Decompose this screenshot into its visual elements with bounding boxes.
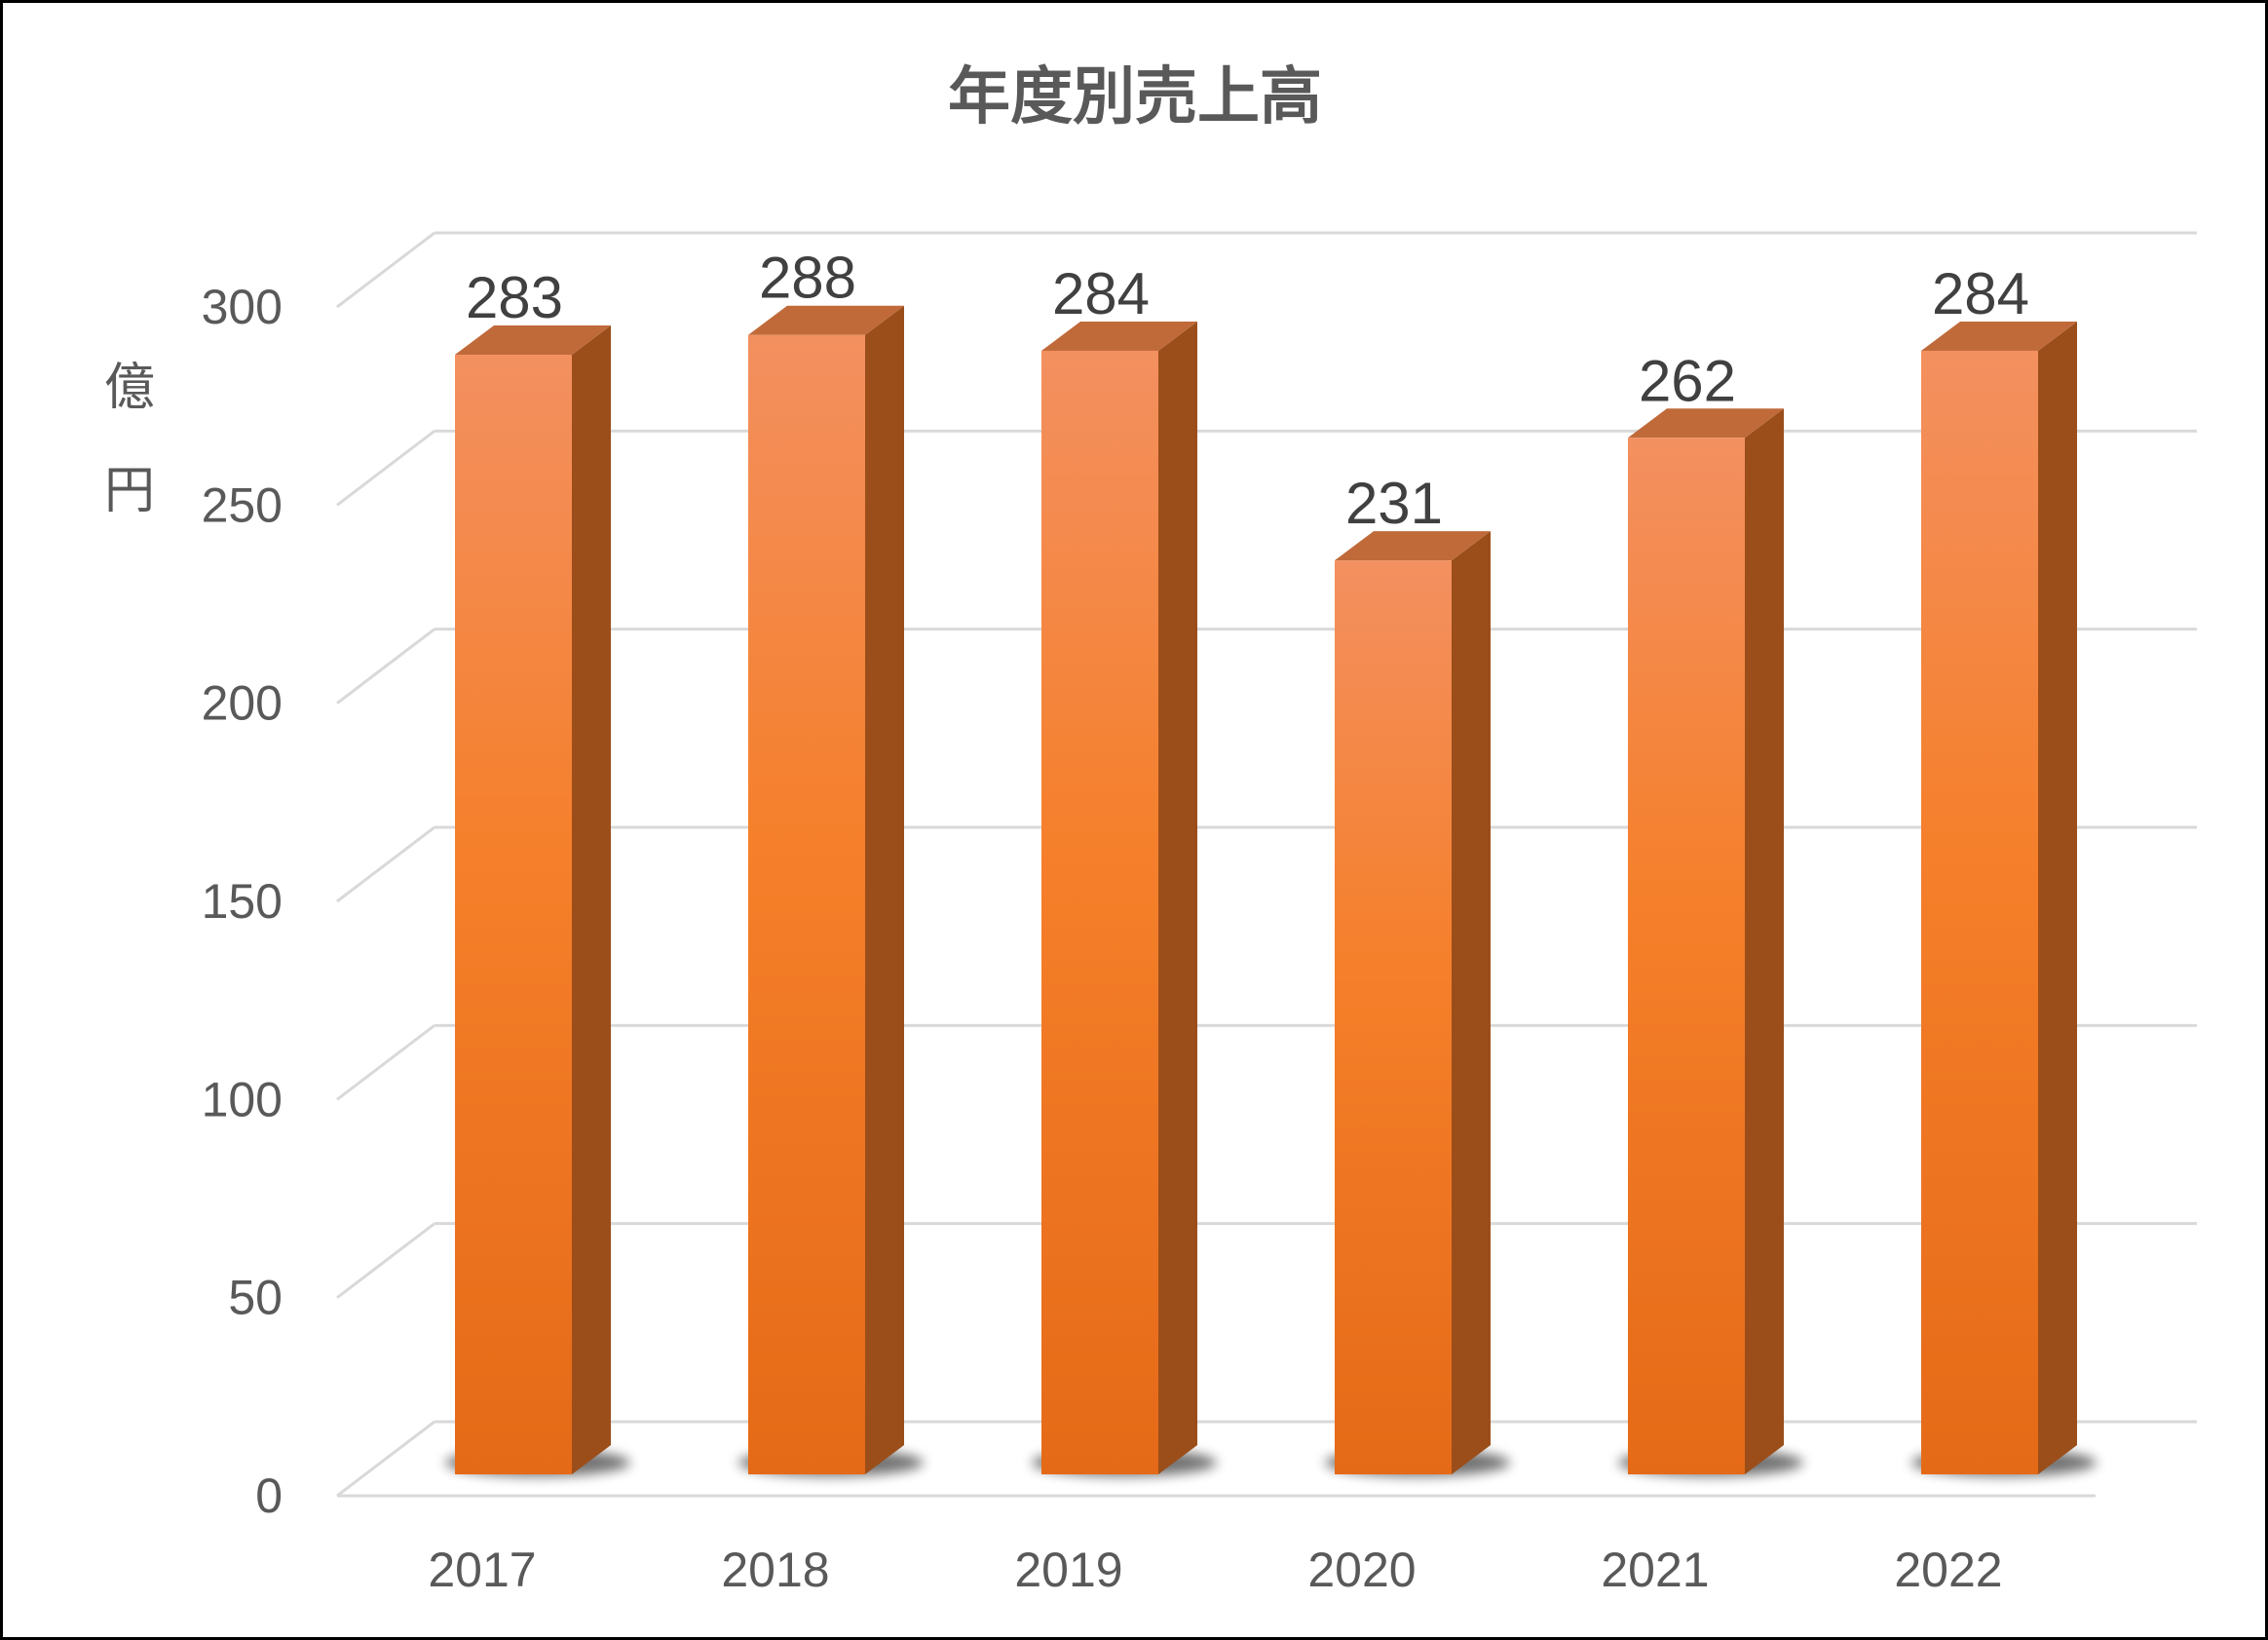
bar-2021 — [1628, 408, 1784, 1474]
data-label: 284 — [1052, 261, 1150, 326]
bar-2017 — [455, 325, 611, 1474]
bar-side-face — [1452, 531, 1491, 1474]
x-category-label: 2021 — [1601, 1543, 1709, 1597]
gridline-depth — [336, 1420, 435, 1498]
bar-side-face — [2038, 321, 2077, 1475]
y-tick-labels: 0 50 100 150 200 250 300 — [202, 280, 283, 1523]
x-category-label: 2019 — [1014, 1543, 1122, 1597]
bar-2019 — [1041, 321, 1197, 1475]
bar-top-face — [1041, 321, 1197, 351]
bar-2022 — [1921, 321, 2077, 1475]
x-category-label: 2017 — [428, 1543, 536, 1597]
gridline-depth — [336, 231, 435, 309]
gridlines — [336, 231, 2197, 1498]
data-label: 284 — [1932, 261, 2029, 326]
bar-side-face — [1745, 408, 1784, 1474]
bars — [455, 305, 2077, 1475]
chart-title: 年度別売上高 — [948, 61, 1322, 133]
bar-side-face — [1158, 321, 1197, 1475]
bar-front-face — [1921, 350, 2038, 1475]
x-category-label: 2022 — [1894, 1543, 2002, 1597]
bar-top-face — [1921, 321, 2077, 351]
bar-top-face — [748, 305, 904, 335]
bar-top-face — [455, 325, 611, 356]
y-axis-label: 億円 — [104, 359, 155, 520]
bar-2018 — [748, 305, 904, 1475]
y-tick-label: 50 — [228, 1271, 283, 1325]
bar-side-face — [865, 305, 904, 1475]
bar-2020 — [1335, 531, 1491, 1474]
bar-front-face — [1628, 438, 1745, 1474]
x-category-label: 2018 — [721, 1543, 829, 1597]
y-axis-label-char: 億 — [104, 359, 155, 417]
bar-top-face — [1628, 408, 1784, 439]
gridline-depth — [336, 1222, 435, 1299]
gridline-depth — [336, 1024, 435, 1101]
data-label: 288 — [759, 246, 856, 311]
y-tick-label: 0 — [255, 1468, 283, 1523]
bar-shadows — [445, 1449, 2097, 1476]
x-category-label: 2020 — [1307, 1543, 1416, 1597]
data-label: 283 — [466, 265, 563, 330]
data-labels: 283 288 284 231 262 284 — [466, 246, 2029, 536]
y-tick-label: 200 — [202, 676, 283, 731]
y-axis-label-char: 円 — [104, 462, 155, 520]
bar-side-face — [572, 325, 611, 1474]
bar-front-face — [1041, 350, 1158, 1475]
y-tick-label: 250 — [202, 477, 283, 532]
bar-front-face — [455, 355, 572, 1474]
bar-top-face — [1335, 531, 1491, 561]
gridline-depth — [336, 430, 435, 507]
y-tick-label: 150 — [202, 874, 283, 929]
gridline-depth — [336, 628, 435, 705]
bar-front-face — [1335, 560, 1452, 1474]
data-label: 231 — [1345, 471, 1443, 536]
y-tick-label: 100 — [202, 1072, 283, 1126]
y-tick-label: 300 — [202, 280, 283, 334]
gridline-depth — [336, 825, 435, 903]
x-category-labels: 2017 2018 2019 2020 2021 2022 — [428, 1543, 2002, 1597]
bar-front-face — [748, 334, 865, 1475]
data-label: 262 — [1639, 348, 1736, 413]
